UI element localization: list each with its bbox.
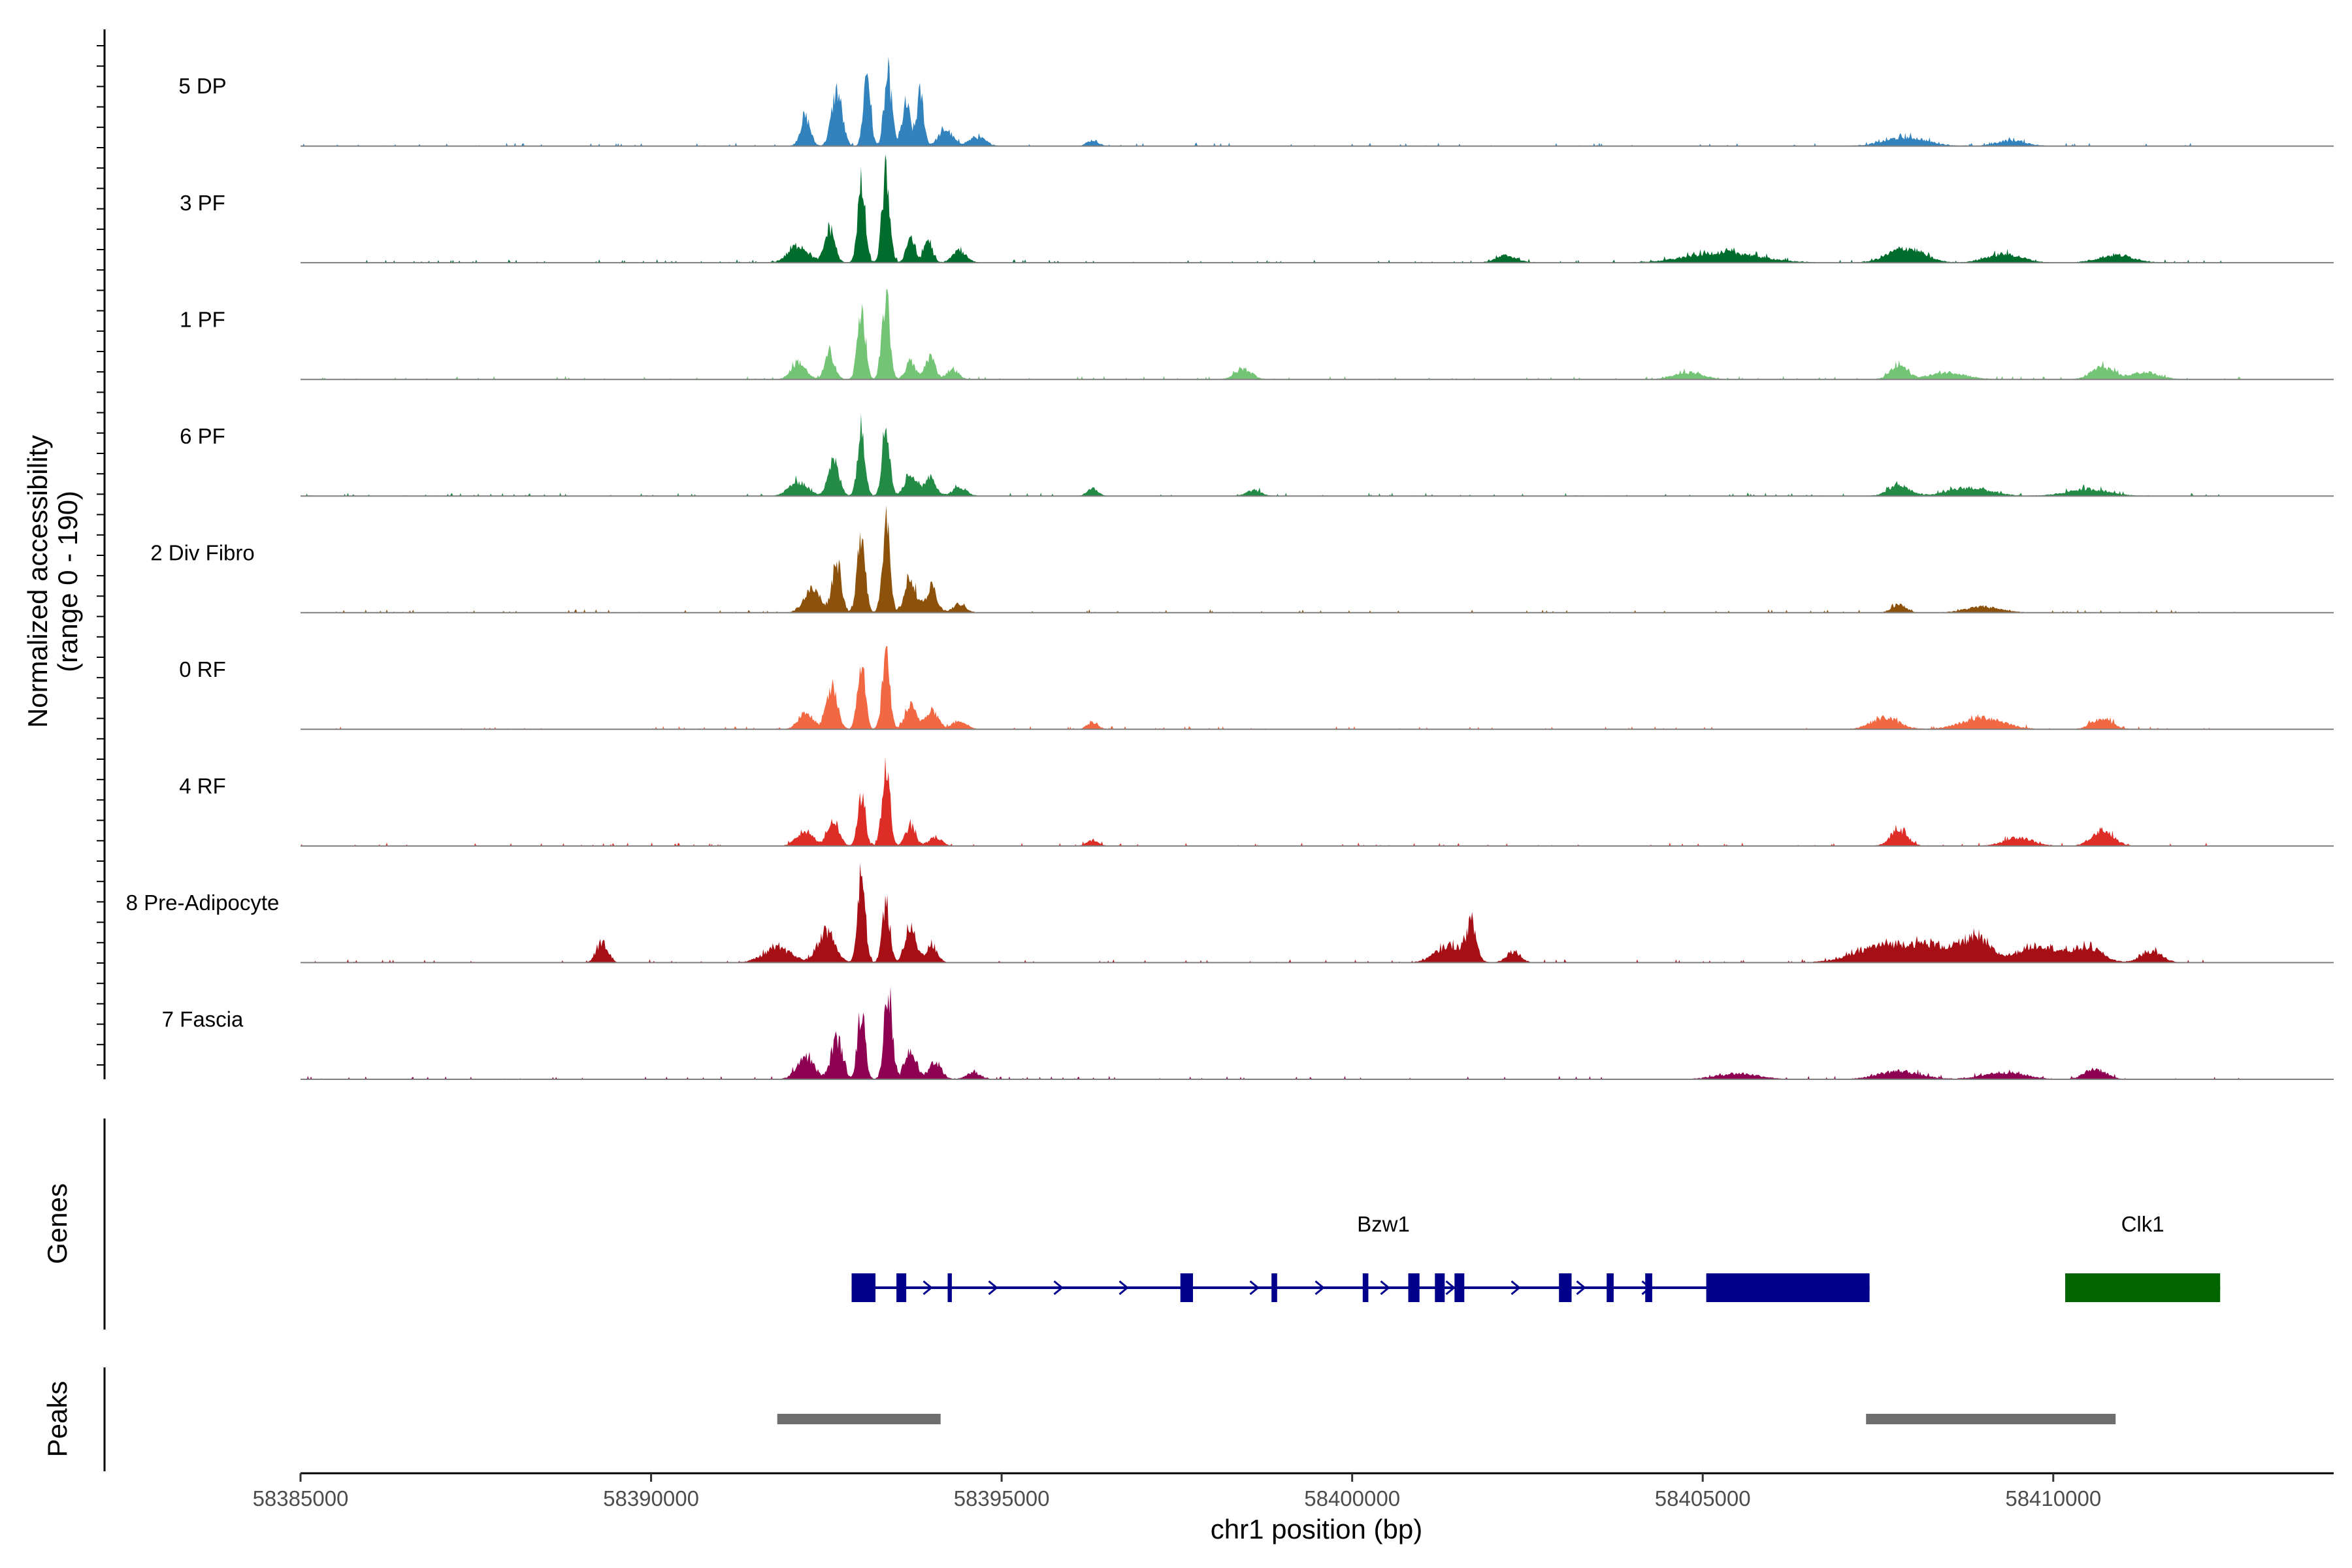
exon (947, 1273, 952, 1302)
coverage-area (301, 757, 2243, 846)
exon (2065, 1273, 2221, 1302)
strand-arrow (988, 1280, 998, 1296)
track-label: 0 RF (179, 657, 226, 681)
exon (896, 1273, 907, 1302)
track-label: 8 Pre-Adipocyte (126, 890, 280, 915)
x-tick-label: 58405000 (1655, 1486, 1751, 1511)
strand-arrow (1119, 1280, 1129, 1296)
coverage-area (301, 289, 2243, 380)
strand-arrow (1380, 1280, 1390, 1296)
track-label: 3 PF (180, 191, 225, 215)
track-3-pf: 3 PF (180, 154, 2334, 264)
coverage-area (301, 505, 2243, 613)
exon (1454, 1273, 1465, 1302)
strand-arrow (1511, 1280, 1521, 1296)
coverage-area (301, 56, 2243, 146)
strand-arrow (1053, 1280, 1064, 1296)
exon (1362, 1273, 1369, 1302)
x-axis-ticks: 58385000 58390000 58395000 58400000 58405000… (253, 1473, 2101, 1511)
x-tick-label: 58410000 (2005, 1486, 2101, 1511)
y-axis-title-line-1: Normalized accessibility (22, 435, 53, 728)
exon (1271, 1273, 1277, 1302)
coverage-tracks: 5 DP 3 PF 1 PF 6 PF 2 Div Fibro 0 RF 4 RF 8 Pre… (126, 56, 2334, 1080)
track-1-pf: 1 PF (180, 289, 2334, 380)
peaks-panel-label: Peaks (42, 1381, 73, 1458)
strand-arrow (1249, 1280, 1260, 1296)
coverage-area (301, 414, 2243, 497)
x-tick-label: 58385000 (253, 1486, 349, 1511)
strand-arrow (1315, 1280, 1325, 1296)
gene-clk1: Clk1 (2065, 1212, 2221, 1302)
strand-arrow (923, 1280, 933, 1296)
exon (1645, 1273, 1652, 1302)
track-label: 1 PF (180, 307, 225, 331)
coverage-area (301, 154, 2243, 263)
track-8-pre-adipocyte: 8 Pre-Adipocyte (126, 863, 2334, 964)
track-5-dp: 5 DP (178, 56, 2334, 147)
gene-annotations: Bzw1 Clk1 (851, 1212, 2221, 1302)
coverage-y-ticks (97, 45, 105, 1066)
exon (1408, 1273, 1420, 1302)
gene-bzw1: Bzw1 (851, 1212, 1870, 1302)
track-label: 7 Fascia (162, 1007, 244, 1032)
x-axis-title: chr1 position (bp) (1211, 1514, 1423, 1544)
track-6-pf: 6 PF (180, 414, 2334, 497)
track-label: 6 PF (180, 424, 225, 448)
track-0-rf: 0 RF (179, 645, 2334, 730)
coverage-area (301, 645, 2243, 730)
track-7-fascia: 7 Fascia (162, 986, 2334, 1080)
y-axis-title-line-2: (range 0 - 190) (52, 491, 83, 672)
gene-name-label: Clk1 (2121, 1212, 2164, 1236)
x-tick-label: 58400000 (1304, 1486, 1400, 1511)
gene-name-label: Bzw1 (1357, 1212, 1410, 1236)
coverage-area (301, 986, 2243, 1079)
strand-arrow (1445, 1280, 1456, 1296)
y-axis-title: Normalized accessibility (range 0 - 190) (22, 435, 83, 728)
peak-regions (777, 1414, 2116, 1424)
peak-bar (1866, 1414, 2116, 1424)
track-label: 2 Div Fibro (150, 540, 255, 564)
coverage-area (301, 863, 2243, 963)
track-label: 4 RF (179, 774, 226, 798)
track-2-div-fibro: 2 Div Fibro (150, 505, 2334, 613)
exon (1180, 1273, 1193, 1302)
track-4-rf: 4 RF (179, 757, 2334, 847)
exon (1559, 1273, 1572, 1302)
strand-arrow (1576, 1280, 1586, 1296)
peak-bar (777, 1414, 941, 1424)
genes-panel-label: Genes (42, 1183, 73, 1264)
exon (1435, 1273, 1445, 1302)
x-tick-label: 58395000 (954, 1486, 1050, 1511)
exon (1706, 1273, 1870, 1302)
track-label: 5 DP (178, 74, 226, 98)
exon (1607, 1273, 1614, 1302)
exon (851, 1273, 875, 1302)
x-tick-label: 58390000 (603, 1486, 699, 1511)
